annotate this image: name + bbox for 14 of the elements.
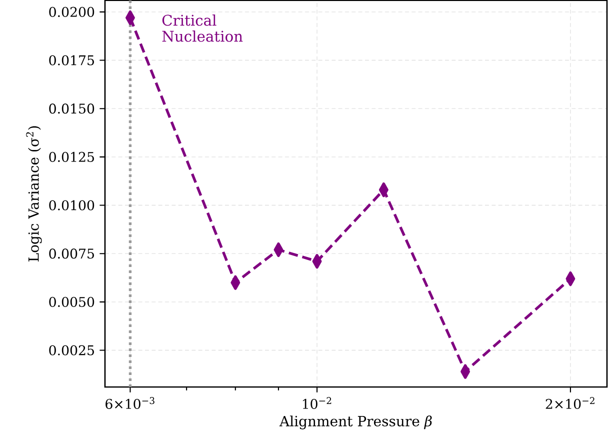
y-tick-label: 0.0025 bbox=[49, 345, 94, 356]
annotation: Critical Nucleation bbox=[162, 14, 243, 42]
y-tick-label: 0.0200 bbox=[49, 6, 94, 17]
x-tick-label: 6×10$^{−3}$ bbox=[106, 397, 154, 409]
x-axis-title: Alignment Pressure β bbox=[279, 415, 432, 430]
y-tick-label: 0.0075 bbox=[49, 248, 94, 259]
y-tick-label: 0.0100 bbox=[49, 200, 94, 210]
x-tick-label: 10$^{−2}$ bbox=[302, 397, 332, 409]
x-tick-label: 2×10$^{−2}$ bbox=[546, 397, 594, 409]
y-tick-label: 0.0050 bbox=[49, 296, 94, 307]
y-tick-label: 0.0150 bbox=[49, 104, 94, 114]
y-tick-label: 0.0125 bbox=[49, 152, 94, 162]
y-axis-title: Logic Variance (σ$^{2}$) bbox=[26, 126, 42, 262]
y-tick-label: 0.0175 bbox=[49, 55, 94, 66]
